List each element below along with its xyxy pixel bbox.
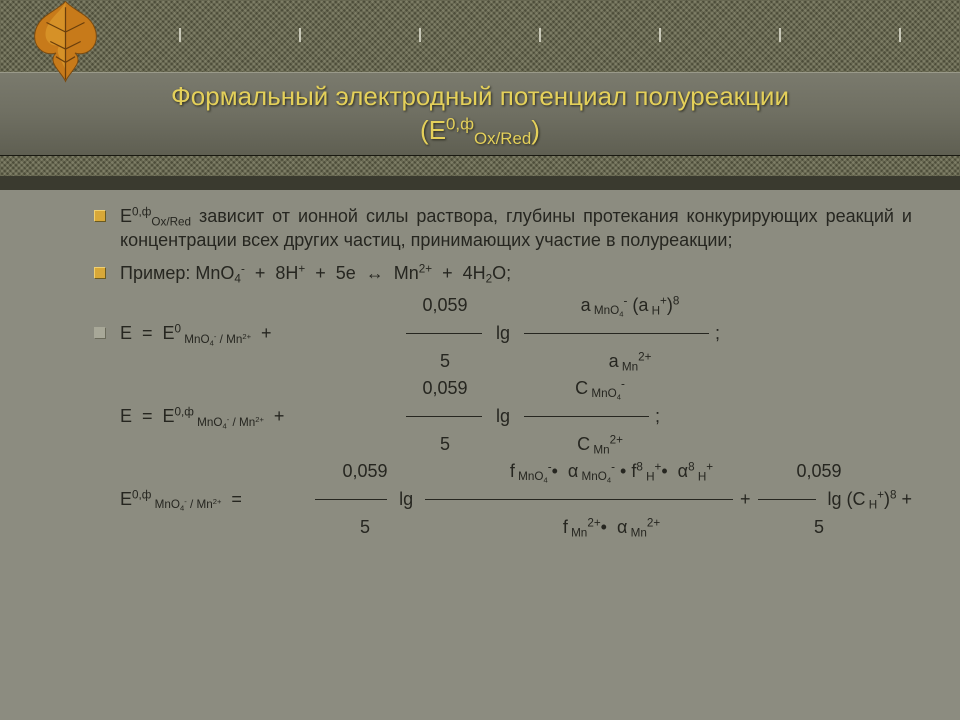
title-line-1: Формальный электродный потенциал полуреа…: [171, 81, 789, 111]
bullet-1: Е0,фOx/Red зависит от ионной силы раство…: [120, 204, 912, 253]
title-line-2: (Е0,фOx/Red): [420, 115, 540, 145]
eq2-top: 0,059 C MnO4-: [120, 376, 912, 400]
leaf-icon: [18, 0, 113, 94]
eq2-mid: E = E0,ф MnO4- / Mn2+ + lg ;: [120, 404, 912, 428]
eq3-top: 0,059 f MnO4-• α MnO4- • f8 H+• α8 H+ 0,…: [120, 459, 912, 483]
eq2-bot: 5 C Mn2+: [120, 432, 912, 456]
b1-symbol: Е0,фOx/Red: [120, 206, 191, 226]
eq3-mid: E0,ф MnO4- / Mn2+ = lg + lg (C H+)8 +: [120, 487, 912, 511]
bullet-2: Пример: MnO4- + 8H+ + 5e ↔ Mn2+ + 4H2O;: [120, 261, 912, 285]
b1-text: зависит от ионной силы раствора, глубины…: [120, 206, 912, 250]
slide-body: Е0,фOx/Red зависит от ионной силы раство…: [0, 190, 960, 720]
eq1-top: 0,059 a MnO4- (a H+)8: [120, 293, 912, 317]
eq3-bot: 5 f Mn2+• α Mn2+ 5: [120, 515, 912, 539]
eq1-mid: E = E0 MnO4- / Mn2+ + lg ;: [120, 321, 912, 345]
eq1-bot: 5 a Mn2+: [120, 349, 912, 373]
slide-title: Формальный электродный потенциал полуреа…: [0, 72, 960, 156]
